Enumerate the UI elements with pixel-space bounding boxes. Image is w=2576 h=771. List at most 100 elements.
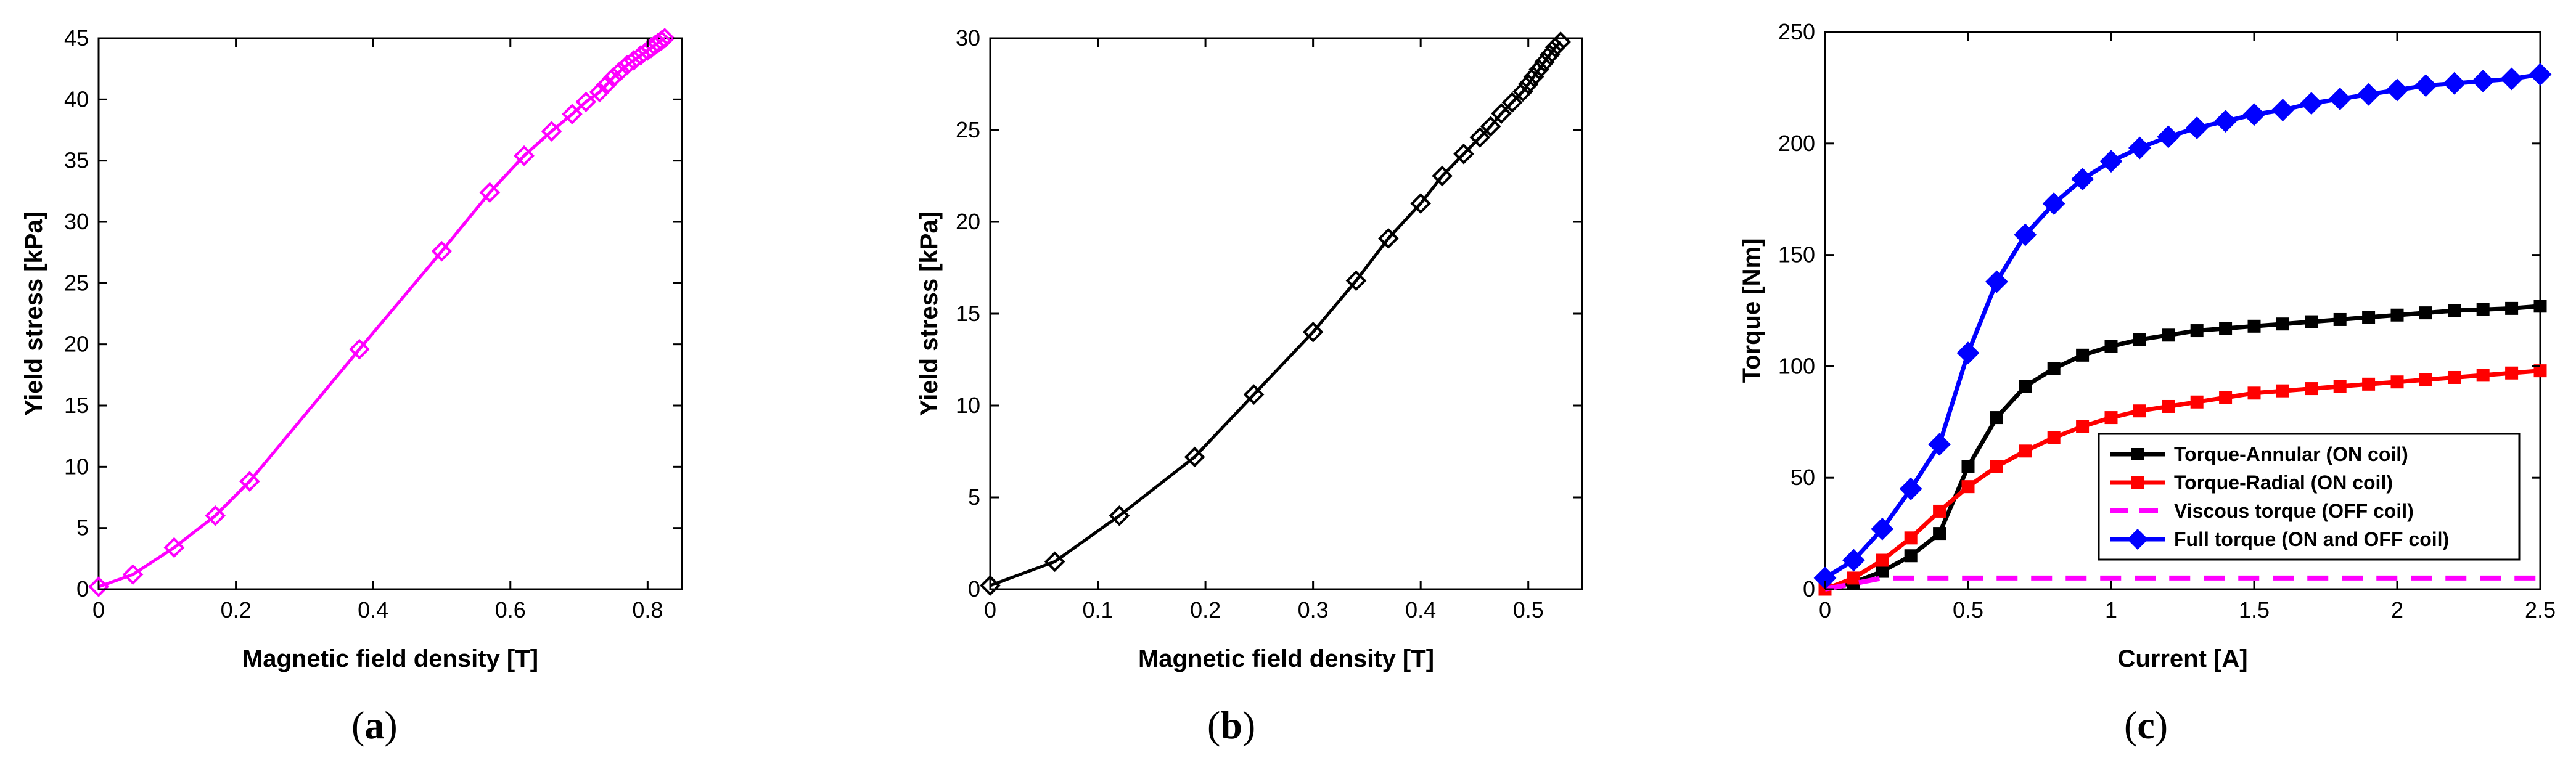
- data-point: [1933, 504, 1946, 518]
- data-point: [1990, 460, 2003, 473]
- data-point: [589, 81, 610, 103]
- data-point: [1453, 143, 1474, 165]
- data-point: [514, 145, 535, 166]
- data-point: [2471, 70, 2495, 92]
- data-point: [1512, 81, 1533, 102]
- data-point: [1933, 527, 1946, 541]
- data-point: [1534, 51, 1555, 73]
- data-point: [2414, 74, 2437, 97]
- x-tick-label: 1: [2105, 597, 2117, 622]
- caption-close: ): [1242, 703, 1255, 747]
- data-point: [88, 576, 109, 597]
- series: [1818, 364, 2547, 596]
- data-point: [1302, 321, 1324, 343]
- series: [1813, 63, 2552, 590]
- data-point: [1517, 73, 1539, 95]
- data-point: [1961, 460, 1975, 473]
- data-point: [1109, 505, 1130, 526]
- data-point: [1904, 549, 1918, 563]
- series: [1824, 575, 2540, 592]
- legend-marker: [2131, 476, 2144, 489]
- series-layer: [980, 31, 1571, 596]
- legend-item: Full torque (ON and OFF coil): [2110, 528, 2449, 550]
- y-tick-label: 0: [1803, 576, 1815, 602]
- y-tick-label: 10: [956, 393, 980, 418]
- y-axis-label: Torque [Nm]: [1738, 239, 1765, 383]
- data-point: [2047, 431, 2061, 444]
- legend-label: Torque-Radial (ON coil): [2174, 471, 2393, 494]
- series-line: [98, 36, 666, 589]
- series: [88, 28, 676, 597]
- tick-layer: 0 0.1 0.2 0.3 0.4 0.5 0 5 10 15 20 25 30: [956, 25, 1582, 622]
- data-point: [2099, 150, 2123, 173]
- legend-marker: [2131, 448, 2144, 460]
- y-tick-label: 25: [956, 117, 980, 142]
- x-tick-label: 0.4: [1405, 597, 1436, 622]
- data-point: [2019, 380, 2032, 393]
- data-point: [349, 338, 370, 360]
- data-point: [2533, 300, 2547, 313]
- x-tick-label: 0: [984, 597, 996, 622]
- y-tick-label: 10: [64, 454, 89, 479]
- data-point: [2076, 420, 2090, 433]
- data-point: [1876, 565, 1889, 578]
- data-point: [2133, 404, 2146, 418]
- caption-open: (: [2124, 703, 2137, 747]
- y-tick-label: 100: [1778, 353, 1815, 378]
- chart-panel-c: 0 0.5 1 1.5 2 2.5 0 50 100 150 200 250 Torque-Annul…: [1738, 19, 2556, 747]
- y-tick-label: 20: [956, 209, 980, 234]
- data-point: [2362, 377, 2376, 391]
- data-point: [2219, 391, 2233, 404]
- data-point: [623, 49, 644, 71]
- series-line: [1824, 575, 2540, 592]
- data-point: [2300, 92, 2323, 115]
- data-point: [1501, 92, 1523, 113]
- y-axis-label: Yield stress [kPa]: [20, 211, 47, 416]
- series-layer: [88, 28, 676, 597]
- data-point: [2390, 375, 2404, 389]
- data-point: [1480, 116, 1501, 137]
- data-point: [1377, 227, 1399, 249]
- data-point: [2385, 78, 2409, 102]
- panel-caption: (b): [1207, 703, 1255, 747]
- y-tick-label: 40: [64, 86, 89, 112]
- x-tick-label: 0.4: [358, 597, 388, 622]
- data-point: [2133, 333, 2146, 346]
- caption-letter: a: [364, 703, 384, 747]
- data-point: [1985, 270, 2008, 293]
- data-point: [2104, 411, 2118, 425]
- data-point: [1345, 270, 1367, 292]
- data-point: [2305, 382, 2318, 396]
- y-tick-label: 35: [64, 148, 89, 173]
- y-axis-label: Yield stress [kPa]: [916, 211, 943, 416]
- data-point: [2219, 322, 2233, 335]
- data-point: [1491, 103, 1512, 124]
- x-tick-label: 2.5: [2525, 597, 2556, 622]
- y-tick-label: 50: [1790, 465, 1815, 490]
- data-point: [575, 91, 597, 113]
- legend-label: Torque-Annular (ON coil): [2174, 443, 2408, 465]
- data-point: [1469, 127, 1491, 148]
- data-point: [2157, 125, 2180, 149]
- data-point: [2214, 110, 2238, 133]
- legend-item: Torque-Radial (ON coil): [2110, 471, 2393, 494]
- data-point: [562, 104, 583, 125]
- caption-open: (: [351, 703, 364, 747]
- data-point: [1539, 44, 1561, 65]
- x-tick-label: 0.8: [632, 597, 663, 622]
- data-point: [2448, 304, 2461, 317]
- data-point: [1928, 433, 1951, 456]
- data-point: [2505, 366, 2519, 380]
- data-point: [2247, 319, 2261, 333]
- caption-close: ): [2155, 703, 2168, 747]
- legend: Torque-Annular (ON coil) Torque-Radial (O…: [2098, 433, 2521, 561]
- x-tick-label: 0.5: [1513, 597, 1544, 622]
- data-point: [610, 60, 631, 82]
- data-point: [2505, 301, 2519, 315]
- data-point: [2104, 340, 2118, 353]
- y-tick-label: 25: [64, 270, 89, 295]
- data-point: [1842, 549, 1865, 572]
- data-point: [1961, 480, 1975, 494]
- data-point: [2047, 362, 2061, 375]
